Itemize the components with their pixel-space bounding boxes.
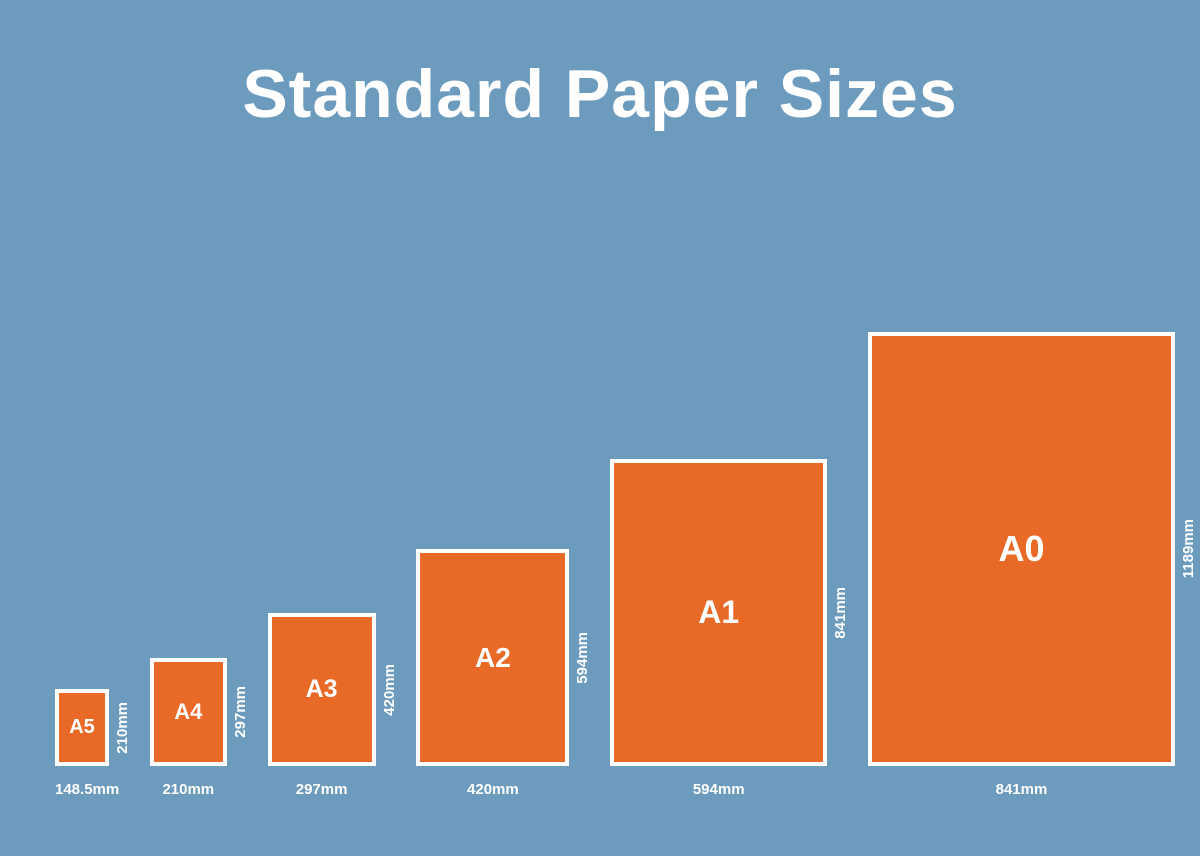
paper-with-height: A2594mm bbox=[416, 549, 569, 766]
paper-group-a4: A4297mm210mm bbox=[150, 658, 227, 766]
paper-with-height: A5210mm bbox=[55, 689, 109, 766]
height-label: 420mm bbox=[381, 664, 398, 716]
infographic-canvas: Standard Paper Sizes A5210mm148.5mmA4297… bbox=[0, 0, 1200, 856]
paper-a0: A0 bbox=[868, 332, 1175, 766]
papers-row: A5210mm148.5mmA4297mm210mmA3420mm297mmA2… bbox=[55, 332, 1175, 766]
width-label: 297mm bbox=[268, 781, 376, 798]
paper-a5: A5 bbox=[55, 689, 109, 766]
paper-with-height: A4297mm bbox=[150, 658, 227, 766]
paper-a2: A2 bbox=[416, 549, 569, 766]
paper-group-a0: A01189mm841mm bbox=[868, 332, 1175, 766]
paper-group-a3: A3420mm297mm bbox=[268, 613, 376, 766]
paper-a1: A1 bbox=[610, 459, 827, 766]
height-label: 297mm bbox=[232, 686, 249, 738]
height-label: 841mm bbox=[832, 587, 849, 639]
paper-with-height: A3420mm bbox=[268, 613, 376, 766]
height-label: 594mm bbox=[574, 632, 591, 684]
paper-with-height: A1841mm bbox=[610, 459, 827, 766]
width-label: 594mm bbox=[610, 781, 827, 798]
width-label: 420mm bbox=[416, 781, 569, 798]
width-label: 148.5mm bbox=[55, 781, 109, 798]
paper-a4: A4 bbox=[150, 658, 227, 766]
paper-a3: A3 bbox=[268, 613, 376, 766]
width-label: 210mm bbox=[150, 781, 227, 798]
paper-group-a1: A1841mm594mm bbox=[610, 459, 827, 766]
paper-with-height: A01189mm bbox=[868, 332, 1175, 766]
paper-group-a2: A2594mm420mm bbox=[416, 549, 569, 766]
height-label: 1189mm bbox=[1180, 519, 1197, 578]
height-label: 210mm bbox=[114, 702, 131, 754]
width-label: 841mm bbox=[868, 781, 1175, 798]
paper-group-a5: A5210mm148.5mm bbox=[55, 689, 109, 766]
page-title: Standard Paper Sizes bbox=[0, 55, 1200, 133]
